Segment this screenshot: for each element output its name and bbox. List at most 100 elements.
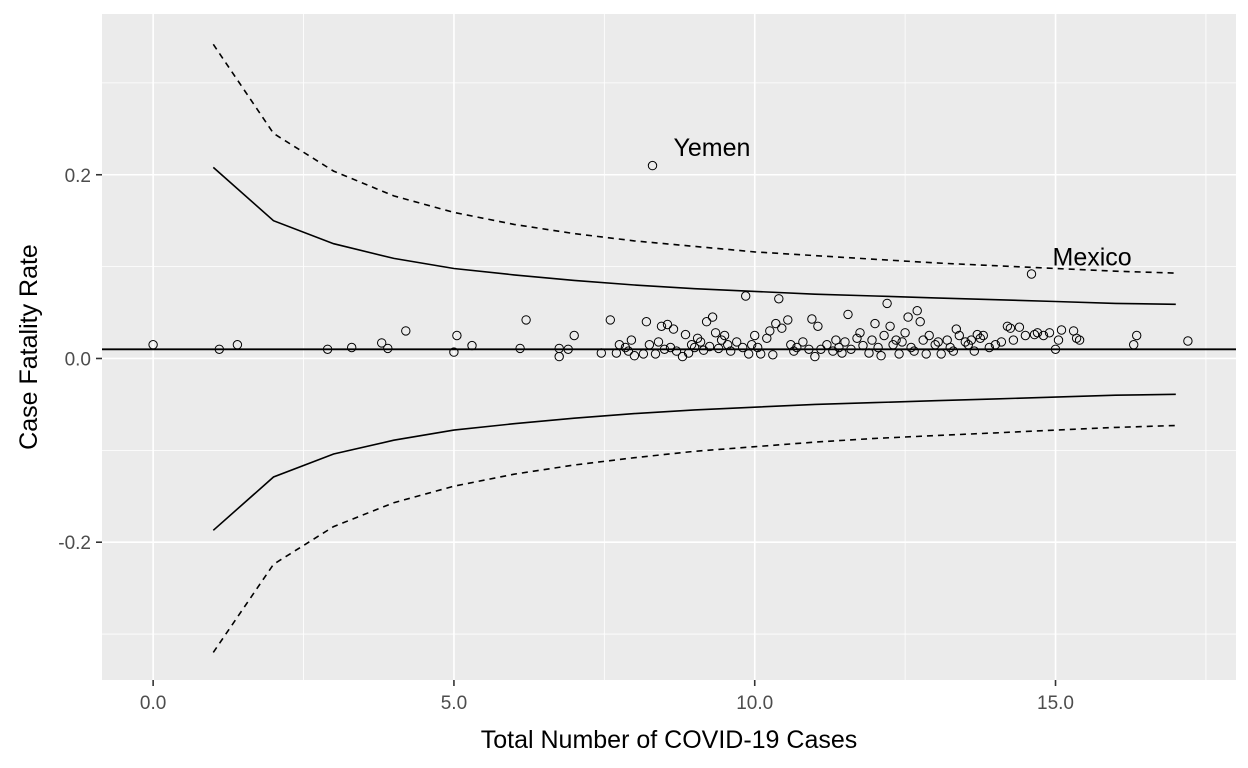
y-tick-label-0: -0.2 [58,533,91,554]
data-point-69 [786,340,796,350]
data-point-73 [804,344,814,354]
data-point-11 [515,343,525,354]
data-point-125 [984,342,994,353]
upper-outer-limit-line [212,43,1176,274]
data-point-56 [741,291,751,301]
data-point-12 [521,315,531,325]
data-point-39 [683,348,694,358]
data-point-89 [864,348,874,358]
data-point-111 [933,337,943,347]
data-point-6 [383,343,393,354]
data-point-65 [771,318,781,329]
data-point-137 [1044,328,1055,338]
x-tick-label-0: 0.0 [140,693,166,714]
data-point-140 [1056,325,1067,335]
data-point-87 [855,328,865,338]
data-point-53 [726,346,736,356]
data-point-136 [1038,330,1049,341]
data-point-145 [1132,330,1142,341]
data-point-22 [623,346,634,356]
data-point-134 [1029,329,1040,340]
data-point-124 [978,330,988,341]
data-point-139 [1053,335,1064,345]
data-point-106 [915,317,925,327]
x-tick-label-3: 15.0 [1037,693,1074,714]
data-point-0 [148,340,158,350]
data-point-16 [569,330,579,341]
data-point-74 [807,314,817,324]
data-point-33 [662,319,673,330]
data-point-84 [843,309,853,320]
annotation-label-0: Yemen [674,134,751,162]
data-point-146 [1183,336,1193,346]
annotation-label-1: Mexico [1053,244,1132,272]
data-point-143 [1074,335,1085,345]
data-point-47 [707,312,718,322]
data-point-135 [1032,328,1043,338]
data-point-92 [873,342,883,353]
data-point-31 [656,321,667,331]
data-point-50 [716,335,727,345]
data-point-29 [650,349,661,359]
data-point-99 [894,349,904,359]
data-point-46 [704,341,715,352]
data-point-104 [909,346,919,356]
axes: 0.0 5.0 10.0 15.0 -0.2 0.0 0.2 [58,166,1074,714]
data-point-144 [1129,340,1139,350]
data-point-108 [921,349,931,359]
data-point-120 [966,335,976,345]
data-point-88 [858,340,868,351]
data-point-119 [963,340,973,350]
data-point-94 [879,330,889,341]
data-point-68 [783,315,793,325]
data-point-123 [975,333,985,343]
data-point-23 [626,335,637,345]
data-point-82 [837,348,847,358]
data-point-9 [452,330,462,341]
data-point-83 [840,337,850,347]
data-point-66 [774,294,784,304]
data-point-76 [813,321,823,331]
data-point-25 [638,349,649,359]
data-point-64 [768,350,778,360]
data-point-3 [322,344,333,354]
data-point-105 [912,306,922,316]
data-point-36 [671,346,682,356]
data-point-128 [1002,321,1013,331]
data-point-45 [701,317,712,327]
data-point-100 [897,337,907,347]
data-point-5 [377,338,387,348]
data-point-90 [867,335,877,345]
data-point-43 [695,337,706,347]
data-point-77 [816,344,826,354]
data-point-32 [659,344,670,354]
data-point-51 [719,330,730,341]
upper-inner-limit-line [212,166,1176,306]
data-point-91 [870,318,880,329]
data-point-15 [563,344,573,354]
data-point-81 [834,342,844,353]
data-point-116 [951,324,961,334]
data-point-2 [232,340,243,350]
data-point-28 [647,160,658,171]
data-point-4 [347,342,357,353]
data-point-24 [629,351,640,361]
data-point-67 [777,323,787,333]
data-point-30 [653,337,664,347]
data-point-142 [1071,333,1082,343]
data-point-41 [689,342,700,353]
data-point-118 [960,337,970,347]
data-point-61 [756,349,766,359]
data-point-86 [852,333,862,343]
x-axis-title: Total Number of COVID-19 Cases [481,726,858,754]
data-point-112 [936,349,946,359]
data-point-14 [554,351,564,362]
data-points [148,160,1193,362]
data-point-78 [822,340,832,350]
data-point-59 [750,330,760,341]
data-point-121 [969,346,979,356]
data-point-40 [686,340,697,350]
data-point-1 [214,344,225,354]
data-point-10 [467,340,477,351]
